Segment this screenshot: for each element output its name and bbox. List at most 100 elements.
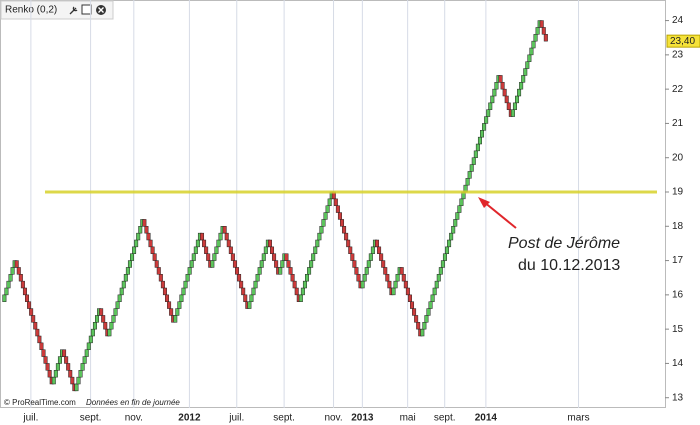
up-brick: [8, 274, 13, 282]
y-tick-label: 13: [672, 392, 684, 403]
up-brick: [123, 274, 128, 282]
up-brick: [436, 274, 441, 282]
up-brick: [109, 322, 114, 330]
up-brick: [457, 205, 462, 213]
up-brick: [525, 61, 530, 69]
up-brick: [473, 150, 478, 158]
header-icons[interactable]: [69, 4, 106, 15]
up-brick: [138, 226, 143, 234]
up-brick: [4, 287, 9, 296]
up-brick: [527, 54, 532, 62]
x-tick-label: nov.: [125, 413, 143, 424]
down-brick: [506, 102, 511, 110]
down-brick: [228, 246, 233, 254]
up-brick: [259, 260, 264, 268]
annotation-line2: du 10.12.2013: [518, 257, 620, 274]
down-brick: [43, 356, 48, 364]
down-brick: [354, 267, 359, 275]
x-tick-label: sept.: [273, 413, 295, 424]
up-brick: [523, 68, 528, 76]
down-brick: [70, 376, 75, 385]
down-brick: [290, 274, 295, 282]
down-brick: [502, 88, 507, 97]
up-brick: [187, 267, 192, 275]
up-brick: [364, 267, 369, 275]
down-brick: [381, 260, 386, 268]
down-brick: [16, 267, 21, 275]
down-brick: [64, 356, 69, 364]
up-brick: [117, 294, 122, 302]
down-brick: [206, 253, 211, 261]
up-brick: [488, 102, 493, 110]
down-brick: [150, 246, 155, 254]
up-brick: [445, 246, 450, 254]
down-brick: [543, 34, 548, 42]
up-brick: [475, 143, 480, 152]
up-brick: [53, 370, 58, 378]
down-brick: [294, 287, 299, 296]
up-brick: [471, 157, 476, 165]
up-brick: [298, 294, 303, 302]
down-brick: [22, 287, 27, 296]
down-brick: [412, 308, 417, 316]
down-brick: [156, 267, 161, 275]
up-brick: [531, 40, 536, 49]
up-brick: [424, 315, 429, 323]
up-brick: [76, 376, 81, 385]
up-brick: [370, 246, 375, 254]
down-brick: [539, 20, 544, 28]
up-brick: [477, 136, 482, 145]
up-brick: [366, 260, 371, 268]
up-brick: [132, 246, 137, 254]
down-brick: [45, 363, 50, 371]
down-brick: [237, 274, 242, 282]
up-brick: [307, 267, 312, 275]
up-brick: [422, 322, 427, 330]
overlay: 23,40: [45, 34, 700, 194]
settings-icon[interactable]: [69, 6, 78, 15]
down-brick: [337, 212, 342, 220]
window-icon[interactable]: [81, 4, 92, 15]
up-brick: [368, 253, 373, 261]
up-brick: [323, 212, 328, 220]
up-brick: [134, 239, 139, 248]
down-brick: [342, 226, 347, 234]
down-brick: [292, 280, 297, 289]
down-brick: [167, 301, 172, 309]
down-brick: [18, 274, 23, 282]
up-brick: [115, 301, 120, 309]
up-brick: [510, 109, 515, 117]
down-brick: [39, 342, 44, 350]
up-brick: [111, 315, 116, 323]
up-brick: [482, 123, 487, 131]
up-brick: [173, 315, 178, 323]
up-brick: [325, 205, 330, 213]
y-tick-label: 21: [672, 118, 684, 129]
up-brick: [255, 274, 260, 282]
down-brick: [344, 232, 349, 241]
down-brick: [377, 246, 382, 254]
up-brick: [130, 253, 135, 261]
y-tick-label: 16: [672, 289, 684, 300]
up-brick: [88, 335, 93, 344]
up-brick: [492, 88, 497, 97]
bricks: [2, 20, 548, 392]
up-brick: [119, 287, 124, 296]
down-brick: [31, 315, 36, 323]
up-brick: [420, 328, 425, 337]
down-brick: [348, 246, 353, 254]
up-brick: [319, 226, 324, 234]
up-brick: [317, 232, 322, 241]
up-brick: [247, 301, 252, 309]
up-brick: [517, 88, 522, 97]
up-brick: [432, 287, 437, 296]
up-brick: [51, 376, 56, 385]
up-brick: [521, 75, 526, 83]
down-brick: [41, 349, 46, 357]
down-brick: [383, 267, 388, 275]
down-brick: [352, 260, 357, 268]
down-brick: [333, 198, 338, 206]
down-brick: [169, 308, 174, 316]
up-brick: [80, 363, 85, 371]
up-brick: [455, 212, 460, 220]
